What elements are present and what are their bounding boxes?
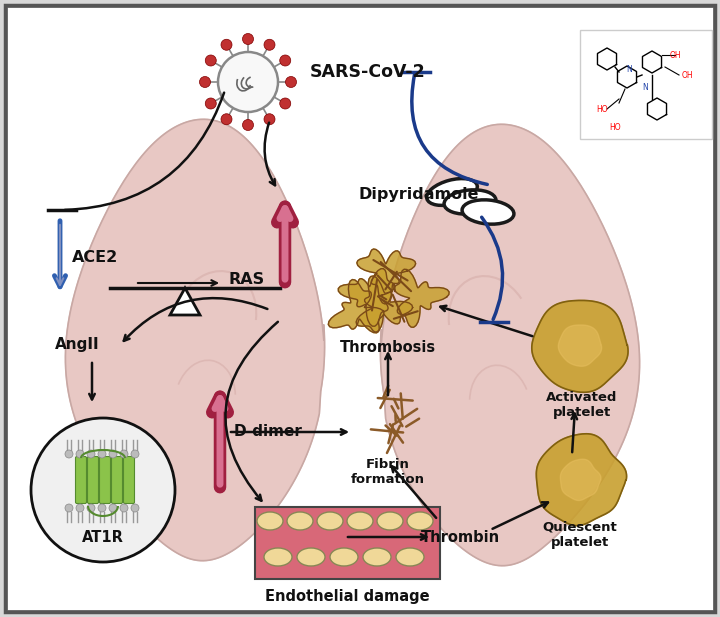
Text: Thrombin: Thrombin [420,529,500,544]
Circle shape [243,120,253,131]
Ellipse shape [317,512,343,530]
FancyBboxPatch shape [6,6,714,611]
Ellipse shape [330,548,358,566]
Ellipse shape [347,512,373,530]
Text: Quiescent
platelet: Quiescent platelet [543,521,617,549]
Ellipse shape [437,184,467,199]
Circle shape [109,504,117,512]
Polygon shape [380,124,639,566]
Circle shape [199,77,210,88]
Polygon shape [536,434,626,526]
Polygon shape [66,119,325,561]
Text: OH: OH [681,70,693,80]
Ellipse shape [377,512,403,530]
Ellipse shape [427,178,477,205]
Circle shape [76,450,84,458]
Circle shape [31,418,175,562]
Ellipse shape [264,548,292,566]
Text: Activated
platelet: Activated platelet [546,391,618,419]
Ellipse shape [444,190,496,214]
Polygon shape [338,268,395,326]
Ellipse shape [472,205,503,218]
Circle shape [243,33,253,44]
Ellipse shape [257,512,283,530]
FancyBboxPatch shape [88,457,99,503]
Circle shape [120,504,128,512]
Circle shape [98,450,106,458]
Circle shape [87,450,95,458]
Text: OH: OH [669,51,681,59]
FancyBboxPatch shape [76,457,86,503]
Text: N: N [626,65,632,73]
Circle shape [280,55,291,66]
Circle shape [65,450,73,458]
Circle shape [131,504,139,512]
Text: Dipyridamole: Dipyridamole [358,188,479,202]
Circle shape [98,504,106,512]
Circle shape [87,504,95,512]
Text: HO: HO [596,104,608,114]
Polygon shape [532,300,628,392]
FancyBboxPatch shape [112,457,122,503]
Text: Fibrin
formation: Fibrin formation [351,458,425,486]
Circle shape [221,39,232,50]
Polygon shape [170,288,200,315]
Polygon shape [558,325,602,366]
Text: SARS-CoV-2: SARS-CoV-2 [310,63,426,81]
Text: N: N [642,83,648,91]
Ellipse shape [454,196,485,209]
Polygon shape [394,269,449,327]
Ellipse shape [297,548,325,566]
Polygon shape [356,276,413,332]
Ellipse shape [363,548,391,566]
Circle shape [76,504,84,512]
Circle shape [280,98,291,109]
Circle shape [205,98,216,109]
FancyBboxPatch shape [124,457,135,503]
Ellipse shape [407,512,433,530]
Polygon shape [328,280,384,333]
Circle shape [131,450,139,458]
Ellipse shape [287,512,313,530]
Circle shape [205,55,216,66]
FancyBboxPatch shape [580,30,712,139]
Text: Endothelial damage: Endothelial damage [265,589,430,605]
Text: ACE2: ACE2 [72,251,118,265]
FancyBboxPatch shape [99,457,110,503]
Circle shape [264,39,275,50]
Text: RAS: RAS [228,273,264,288]
Text: D-dimer: D-dimer [234,424,303,439]
Circle shape [221,114,232,125]
Text: AT1R: AT1R [82,531,124,545]
Circle shape [218,52,278,112]
Circle shape [109,450,117,458]
FancyBboxPatch shape [255,507,440,579]
Polygon shape [560,459,601,500]
Ellipse shape [396,548,424,566]
Text: HO: HO [609,123,621,131]
Polygon shape [357,249,415,304]
Ellipse shape [462,200,514,224]
Circle shape [286,77,297,88]
Circle shape [65,504,73,512]
Text: AngII: AngII [55,337,99,352]
Text: Thrombosis: Thrombosis [340,341,436,355]
Circle shape [120,450,128,458]
Circle shape [264,114,275,125]
